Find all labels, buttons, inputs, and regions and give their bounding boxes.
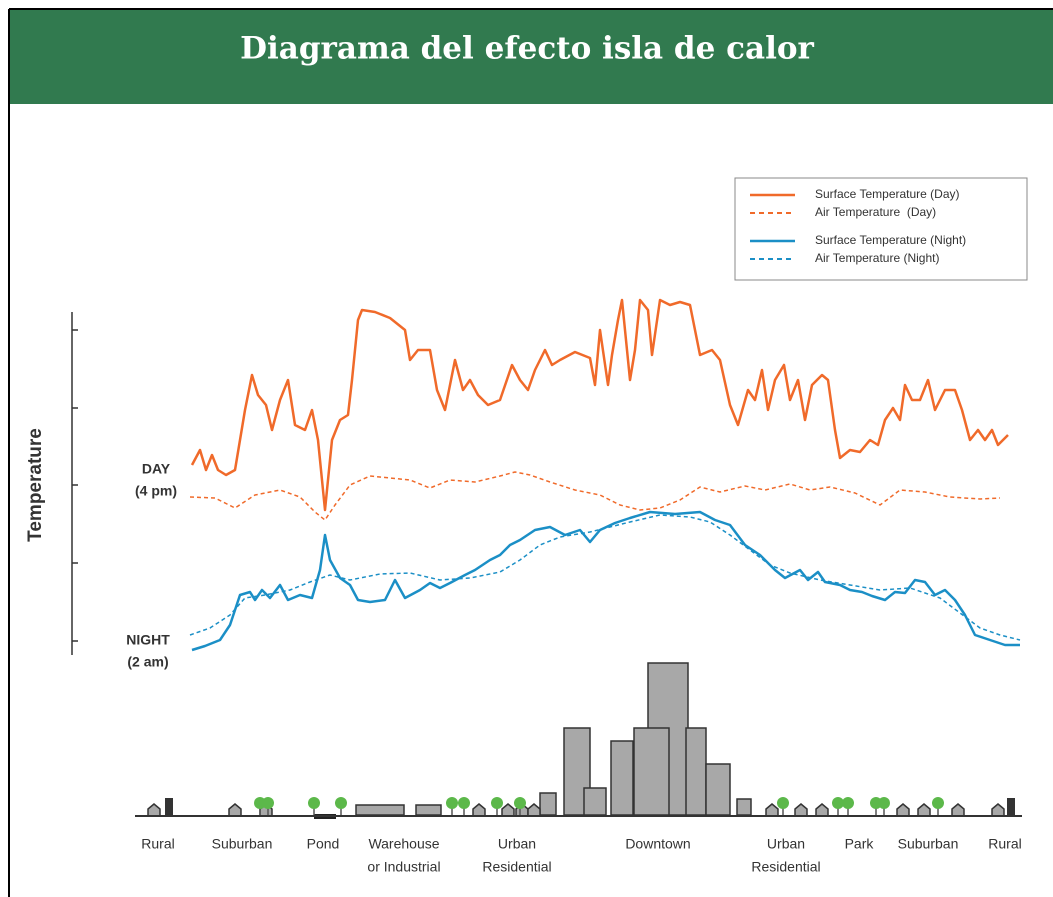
zone-label: Suburban	[898, 836, 959, 852]
zone-label: Urban	[767, 836, 805, 852]
tree	[458, 797, 470, 809]
building	[633, 727, 670, 816]
tree	[335, 797, 347, 809]
temperature-curve	[189, 514, 1021, 641]
zone-label: Warehouse	[368, 836, 439, 852]
curves	[189, 298, 1021, 652]
temperature-curve	[190, 298, 1009, 512]
zone-label: or Industrial	[367, 859, 440, 875]
night-label: (2 am)	[127, 654, 168, 670]
axis-label: Temperature	[25, 428, 46, 542]
silo	[1007, 798, 1015, 816]
axis	[71, 312, 78, 655]
legend-label: Surface Temperature (Day)	[815, 187, 960, 201]
building	[705, 763, 731, 816]
zone-label: Rural	[141, 836, 174, 852]
tree	[262, 797, 274, 809]
building	[736, 798, 752, 816]
tree	[832, 797, 844, 809]
zone-label: Residential	[751, 859, 820, 875]
tree	[446, 797, 458, 809]
legend-label: Surface Temperature (Night)	[815, 233, 966, 247]
zone-label: Urban	[498, 836, 536, 852]
zone-label: Rural	[988, 836, 1021, 852]
tree	[491, 797, 503, 809]
title: Diagrama del efecto isla de calor	[240, 31, 814, 67]
warehouse	[415, 804, 442, 816]
legend-label: Air Temperature (Night)	[815, 251, 940, 265]
tree	[878, 797, 890, 809]
zone-labels: Rural Suburban Pond Warehouse or Industr…	[141, 836, 1021, 875]
night-label: NIGHT	[126, 632, 170, 648]
silo	[165, 798, 173, 816]
zone-label: Suburban	[212, 836, 273, 852]
building	[685, 727, 707, 816]
zone-label: Park	[845, 836, 875, 852]
day-label: DAY	[142, 461, 171, 477]
temperature-curve	[189, 471, 1001, 521]
tree	[932, 797, 944, 809]
zone-label: Downtown	[625, 836, 690, 852]
temperature-curve	[191, 510, 1020, 652]
tree	[777, 797, 789, 809]
building	[610, 740, 634, 816]
warehouse	[355, 804, 405, 816]
day-label: (4 pm)	[135, 483, 177, 499]
zone-label: Residential	[482, 859, 551, 875]
legend-label: Air Temperature (Day)	[815, 205, 936, 219]
header-bar	[9, 9, 1053, 104]
zone-label: Pond	[307, 836, 340, 852]
skyline	[135, 662, 1022, 819]
building	[539, 792, 557, 816]
tree	[308, 797, 320, 809]
legend: Surface Temperature (Day) Air Temperatur…	[734, 177, 1028, 281]
building	[583, 787, 607, 816]
tree	[842, 797, 854, 809]
tree	[514, 797, 526, 809]
